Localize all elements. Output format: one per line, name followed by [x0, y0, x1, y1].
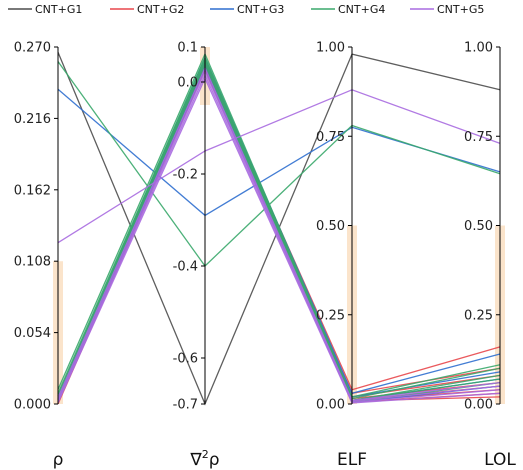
series-line-cnt-g5-1 [57, 66, 501, 402]
axis-1-tick-label-3: -0.2 [173, 168, 198, 183]
legend-cnt-g5-label: CNT+G5 [437, 3, 484, 16]
axis-1-tick-label-0: -0.7 [173, 398, 198, 413]
series-line-cnt-g4-0 [57, 61, 501, 267]
series-line-cnt-g5-4 [57, 76, 501, 404]
series-line-cnt-g4-4 [57, 59, 501, 402]
series-line-cnt-g5-2 [57, 69, 501, 402]
axis-3-tick-label-3: 0.75 [464, 130, 493, 145]
legend-cnt-g3-label: CNT+G3 [237, 3, 284, 16]
series-lines [57, 52, 501, 406]
legend-cnt-g2-label: CNT+G2 [137, 3, 184, 16]
series-line-cnt-g4-1 [57, 52, 501, 398]
axis-0-tick-label-0: 0.000 [14, 398, 51, 413]
legend: CNT+G1 CNT+G2 CNT+G3 CNT+G4 CNT+G5 [8, 3, 484, 16]
axis-1-tick-label-1: -0.6 [173, 352, 198, 367]
axis-1-tick-label-2: -0.4 [173, 260, 198, 275]
axis-0-tick-label-5: 0.270 [14, 41, 51, 56]
axis-2-tick-label-2: 0.50 [316, 219, 345, 234]
axis-0-tick-label-4: 0.216 [14, 112, 51, 127]
series-line-cnt-g4-5 [57, 62, 501, 403]
axis-3-tick-label-1: 0.25 [464, 308, 493, 323]
axis-2-tick-label-1: 0.25 [316, 308, 345, 323]
axis-title-3: LOL [484, 450, 516, 470]
series-line-cnt-g5-3 [57, 73, 501, 403]
axis-0-tick-label-3: 0.162 [14, 183, 51, 198]
series-line-cnt-g4-3 [57, 57, 501, 402]
axis-3-tick-label-2: 0.50 [464, 219, 493, 234]
axis-1-tick-label-4: 0.0 [177, 76, 198, 91]
series-line-cnt-g5-0 [57, 89, 501, 244]
axis-1-tick-label-5: 0.1 [177, 41, 198, 56]
axis-0-tick-label-2: 0.108 [14, 255, 51, 270]
axis-2-tick-label-3: 0.75 [316, 130, 345, 145]
axis-title-2: ELF [337, 450, 367, 470]
axis-2-tick-label-4: 1.00 [316, 41, 345, 56]
legend-cnt-g4-label: CNT+G4 [338, 3, 385, 16]
axis-title-0: ρ [53, 450, 64, 470]
axis-2-tick-label-0: 0.00 [316, 398, 345, 413]
axis-3-tick-label-4: 1.00 [464, 41, 493, 56]
axis-0-tick-label-1: 0.054 [14, 326, 51, 341]
series-line-cnt-g4-2 [57, 55, 501, 400]
axes: 0.000 0.054 0.108 0.162 0.216 0.270 ρ -0.7 -0.6 -… [14, 41, 517, 470]
axis-3-tick-label-0: 0.00 [464, 398, 493, 413]
axis-title-1: ∇2ρ [189, 448, 219, 470]
legend-cnt-g1-label: CNT+G1 [35, 3, 82, 16]
